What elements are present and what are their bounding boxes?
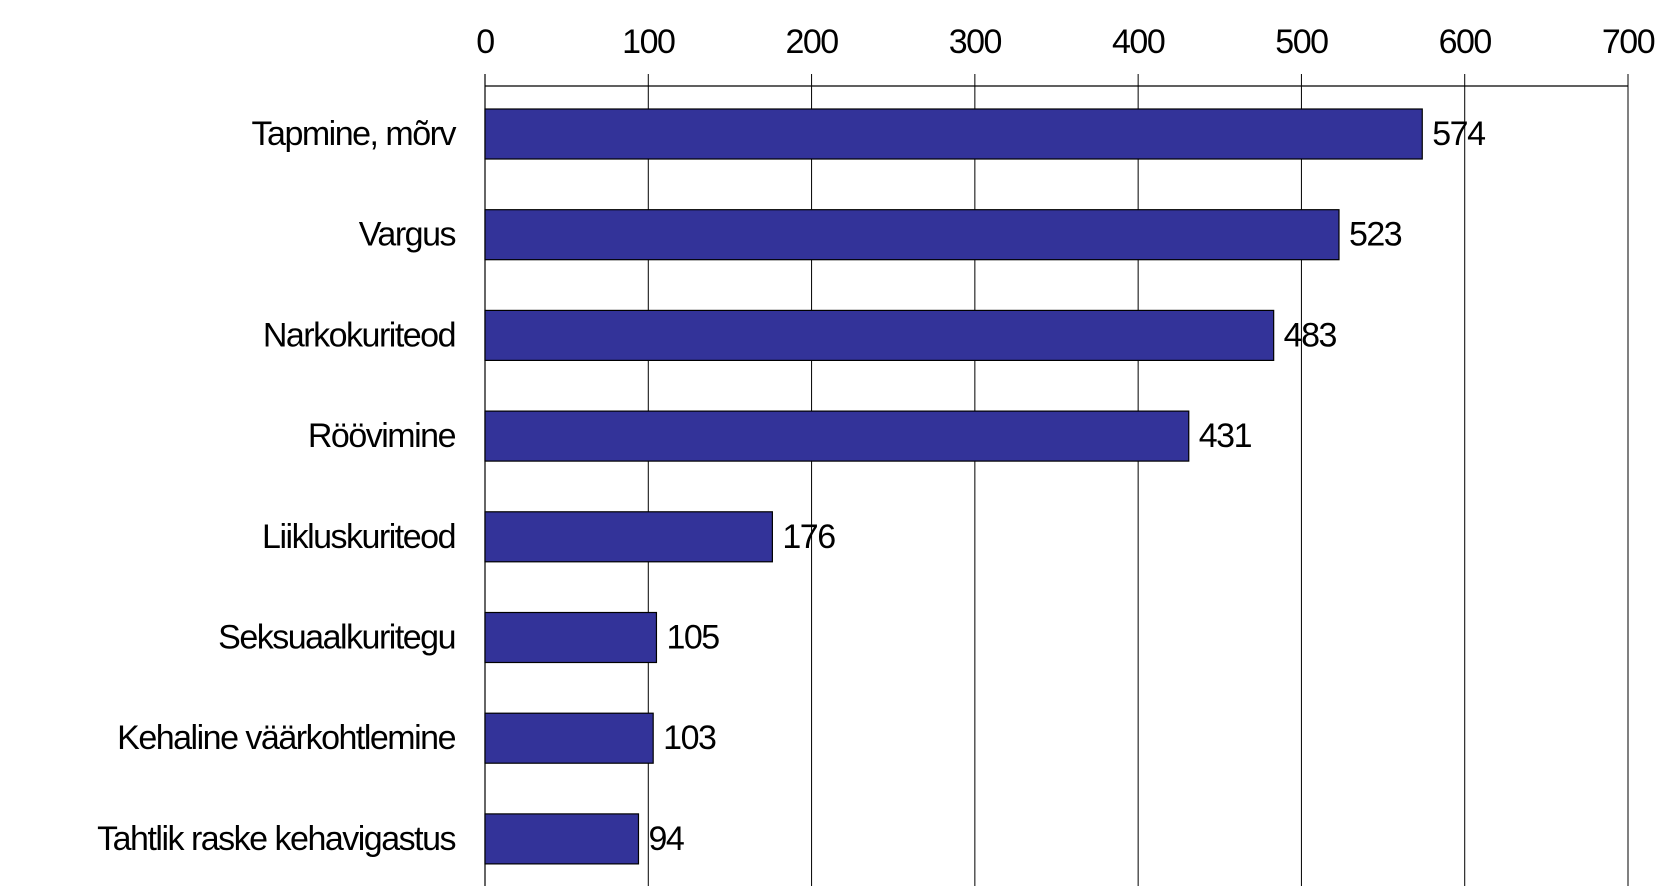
category-label: Vargus [359,216,456,254]
category-label: Seksuaalkuritegu [218,619,455,657]
category-label: Röövimine [308,417,456,455]
x-axis-ticks: 0 100 200 300 400 500 600 700 [476,23,1656,61]
category-label: Liikluskuriteod [262,518,455,556]
x-tick-label: 0 [476,23,494,61]
category-label: Tahtlik raske kehavigastus [97,820,455,858]
data-label: 103 [663,719,716,757]
data-label: 105 [666,619,719,657]
bar [484,712,654,764]
bar [484,309,1275,361]
category-labels: Tapmine, mõrv Vargus Narkokuriteod Röövimin… [97,115,458,858]
x-tick-label: 200 [785,23,838,61]
bar [484,410,1190,462]
x-tick-label: 300 [949,23,1002,61]
bar [484,209,1340,261]
bar [484,611,658,664]
category-label: Kehaline väärkohtlemine [117,719,455,757]
x-tick-label: 100 [622,23,675,61]
data-label: 574 [1432,115,1485,153]
bar [484,108,1423,160]
gridlines [484,74,1629,886]
category-label: Narkokuriteod [263,316,455,354]
bar [484,511,773,563]
x-tick-label: 700 [1602,23,1655,61]
data-label: 94 [648,820,683,858]
data-label: 483 [1284,316,1337,354]
x-tick-label: 600 [1439,23,1492,61]
bar [484,813,640,865]
bars [484,108,1423,865]
data-label: 176 [782,518,835,556]
category-label: Tapmine, mõrv [252,115,457,153]
x-tick-label: 500 [1275,23,1328,61]
data-label: 431 [1199,417,1252,455]
data-label: 523 [1349,216,1402,254]
x-tick-label: 400 [1112,23,1165,61]
data-labels: 574 523 483 431 176 105 103 94 [648,115,1486,858]
